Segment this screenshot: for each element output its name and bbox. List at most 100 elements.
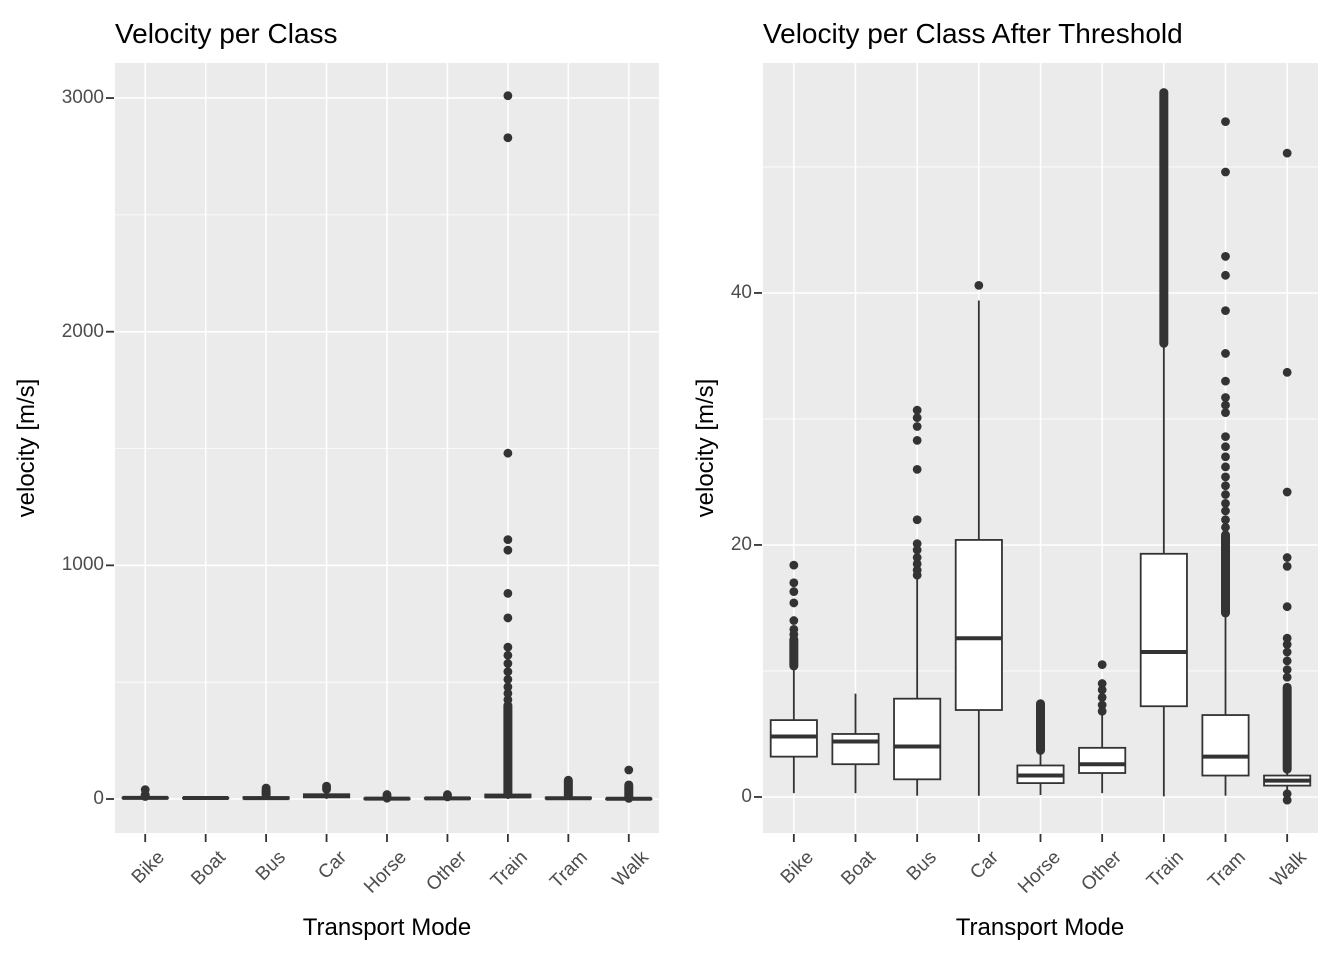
outlier-dot-Tram [1221, 432, 1230, 441]
outlier-dot-Tram [1221, 442, 1230, 452]
outlier-dot-Tram [1221, 270, 1230, 280]
outlier-dot-Horse [382, 790, 392, 799]
outlier-dot-Bus [912, 565, 922, 575]
box-Car [954, 539, 1003, 711]
outlier-dot-Car [974, 280, 984, 290]
outlier-dot-Bike [789, 578, 799, 588]
outlier-dot-Bus [912, 515, 922, 525]
outlier-dot-Train [503, 642, 513, 652]
outlier-dot-Bike [789, 598, 799, 608]
outlier-dot-Train [503, 667, 513, 677]
outlier-dot-Tram [1221, 393, 1230, 402]
box-Boat [831, 733, 880, 766]
outlier-dot-Train [503, 695, 513, 705]
outlier-dot-Bus [912, 435, 922, 445]
outlier-dot-Train [503, 448, 513, 458]
outlier-dot-Bike [789, 624, 799, 634]
right-plot-title: Velocity per Class After Threshold [763, 18, 1183, 49]
outlier-dot-Tram [1221, 167, 1230, 177]
right-y-tick-label-40: 40 [730, 281, 752, 303]
outlier-dot-Other [1097, 685, 1107, 695]
outlier-dot-Walk [624, 765, 634, 775]
outlier-dot-Bus [912, 539, 922, 549]
outlier-dot-Train [503, 535, 513, 545]
outlier-dot-Train [503, 688, 513, 698]
outlier-dot-Car [322, 781, 331, 791]
outlier-dot-Tram [1221, 117, 1230, 126]
outlier-dot-Bike [789, 587, 799, 596]
outlier-dot-Bus [261, 783, 271, 793]
outlier-dot-Other [1097, 660, 1107, 670]
outlier-dot-Tram [1221, 252, 1230, 261]
outlier-dot-Train [503, 682, 513, 692]
outlier-dot-Tram [1221, 400, 1230, 410]
outlier-dot-Tram [1221, 376, 1230, 386]
outlier-dot-Tram [1221, 506, 1230, 516]
outlier-dot-Tram [1221, 472, 1230, 482]
outlier-dot-Bike [140, 785, 150, 795]
outlier-dot-Train [503, 613, 513, 623]
outlier-dot-Walk [1282, 148, 1292, 158]
outlier-dot-Bus [912, 559, 922, 569]
outlier-dot-Walk [1282, 647, 1292, 657]
outlier-dot-Bus [912, 545, 922, 555]
outlier-dot-Tram [1221, 306, 1230, 315]
outlier-dot-Train [503, 588, 513, 598]
outlier-dot-Other [1097, 693, 1107, 702]
outlier-dot-Walk [1282, 602, 1292, 612]
outlier-dot-Other [443, 790, 452, 799]
outlier-dot-Walk [1282, 640, 1292, 649]
outlier-dot-Bus [912, 413, 922, 423]
box-Tram [1201, 714, 1250, 777]
outlier-dot-Walk [1282, 561, 1292, 571]
outlier-dot-Bike [789, 560, 799, 570]
outlier-dot-Tram [1221, 462, 1230, 472]
outlier-dot-Train [503, 133, 513, 143]
right-y-tick-label-0: 0 [741, 785, 752, 807]
outlier-dot-Bike [789, 616, 799, 625]
outlier-dot-Train [503, 545, 513, 555]
box-Bus [893, 697, 942, 781]
outlier-dot-Walk [1282, 789, 1292, 799]
outlier-dot-Tram [1221, 490, 1230, 499]
outlier-dot-Train [503, 650, 513, 660]
outlier-dot-Tram [1221, 481, 1230, 491]
right-y-tick-label-20: 20 [730, 533, 752, 555]
outlier-dot-Walk [1282, 795, 1292, 805]
outlier-dot-Bus [912, 464, 922, 474]
outlier-dot-Walk [1282, 367, 1292, 377]
box-Other [1078, 746, 1127, 774]
outlier-dot-Other [1097, 679, 1107, 688]
outlier-dot-Train [503, 91, 513, 101]
outlier-dot-Walk [1282, 633, 1292, 643]
left-y-tick-label-1000: 1000 [61, 554, 104, 576]
outlier-dot-Walk [1282, 553, 1292, 562]
outlier-dot-Tram [1221, 408, 1230, 418]
left-x-axis-title: Transport Mode [302, 914, 472, 941]
outlier-dot-Bus [912, 553, 922, 562]
outlier-dot-Walk [1282, 487, 1292, 497]
outlier-dot-Other [1097, 706, 1107, 716]
right-x-axis-title: Transport Mode [955, 914, 1125, 941]
outlier-dot-Train [503, 674, 513, 684]
outlier-dot-Tram [1221, 498, 1230, 508]
outlier-dot-Bus [912, 405, 922, 415]
outlier-dot-Train [503, 659, 513, 668]
left-y-axis-title: velocity [m/s] [13, 378, 40, 518]
outlier-dot-Walk [1282, 665, 1292, 675]
outlier-dot-Tram [1221, 515, 1230, 525]
left-y-tick-label-3000: 3000 [61, 87, 104, 109]
left-y-tick-label-0: 0 [93, 788, 104, 809]
outlier-dot-Walk [1282, 672, 1292, 682]
outlier-dot-Tram [1221, 522, 1230, 532]
outlier-dot-Tram [1221, 452, 1230, 462]
outlier-dot-Bus [912, 422, 922, 431]
outlier-dot-Walk [1282, 656, 1292, 666]
outlier-dot-Tram [1221, 349, 1230, 358]
outlier-dot-Other [1097, 700, 1107, 710]
box-Train [1139, 552, 1188, 708]
left-y-tick-label-2000: 2000 [61, 320, 104, 342]
left-plot-title: Velocity per Class [115, 18, 338, 49]
